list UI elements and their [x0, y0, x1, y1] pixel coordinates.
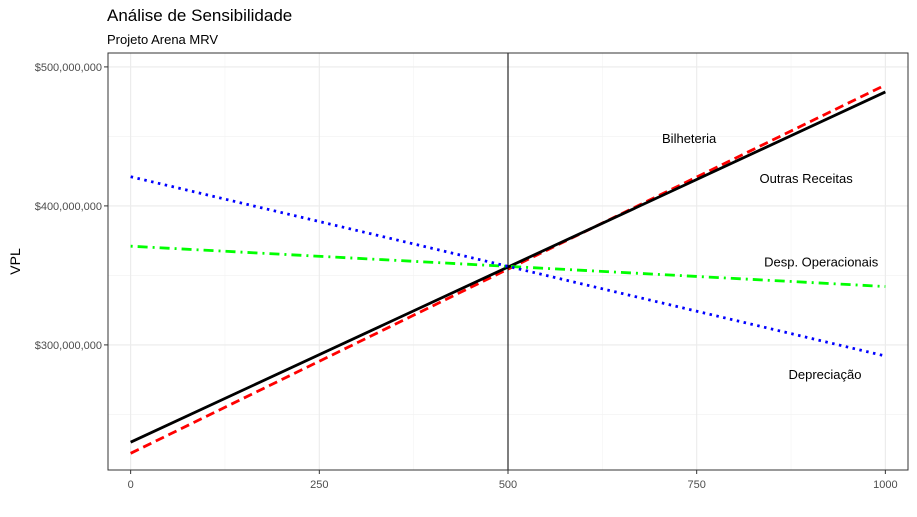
x-tick-label: 500 [499, 479, 517, 491]
y-tick-label: $300,000,000 [35, 340, 102, 352]
series-label-2: Desp. Operacionais [764, 255, 879, 270]
x-tick-label: 750 [687, 479, 705, 491]
y-tick-label: $400,000,000 [35, 201, 102, 213]
y-axis-title: VPL [7, 248, 23, 275]
x-axis: 0 250 500 750 1000 [128, 470, 898, 491]
series-line-3 [130, 175, 886, 358]
chart-subtitle: Projeto Arena MRV [107, 32, 219, 47]
y-tick-label: $500,000,000 [35, 62, 102, 74]
series-label-1: Outras Receitas [760, 171, 854, 186]
series-label-0: Bilheteria [662, 131, 717, 146]
x-tick-label: 1000 [873, 479, 897, 491]
series-labels: Bilheteria Outras Receitas Desp. Operacion… [662, 131, 879, 382]
series-label-3: Depreciação [788, 367, 861, 382]
chart-title: Análise de Sensibilidade [107, 6, 293, 25]
x-tick-label: 250 [310, 479, 328, 491]
y-axis: $300,000,000 $400,000,000 $500,000,000 [35, 62, 108, 352]
x-tick-label: 0 [128, 479, 134, 491]
series-line-2 [130, 244, 886, 288]
